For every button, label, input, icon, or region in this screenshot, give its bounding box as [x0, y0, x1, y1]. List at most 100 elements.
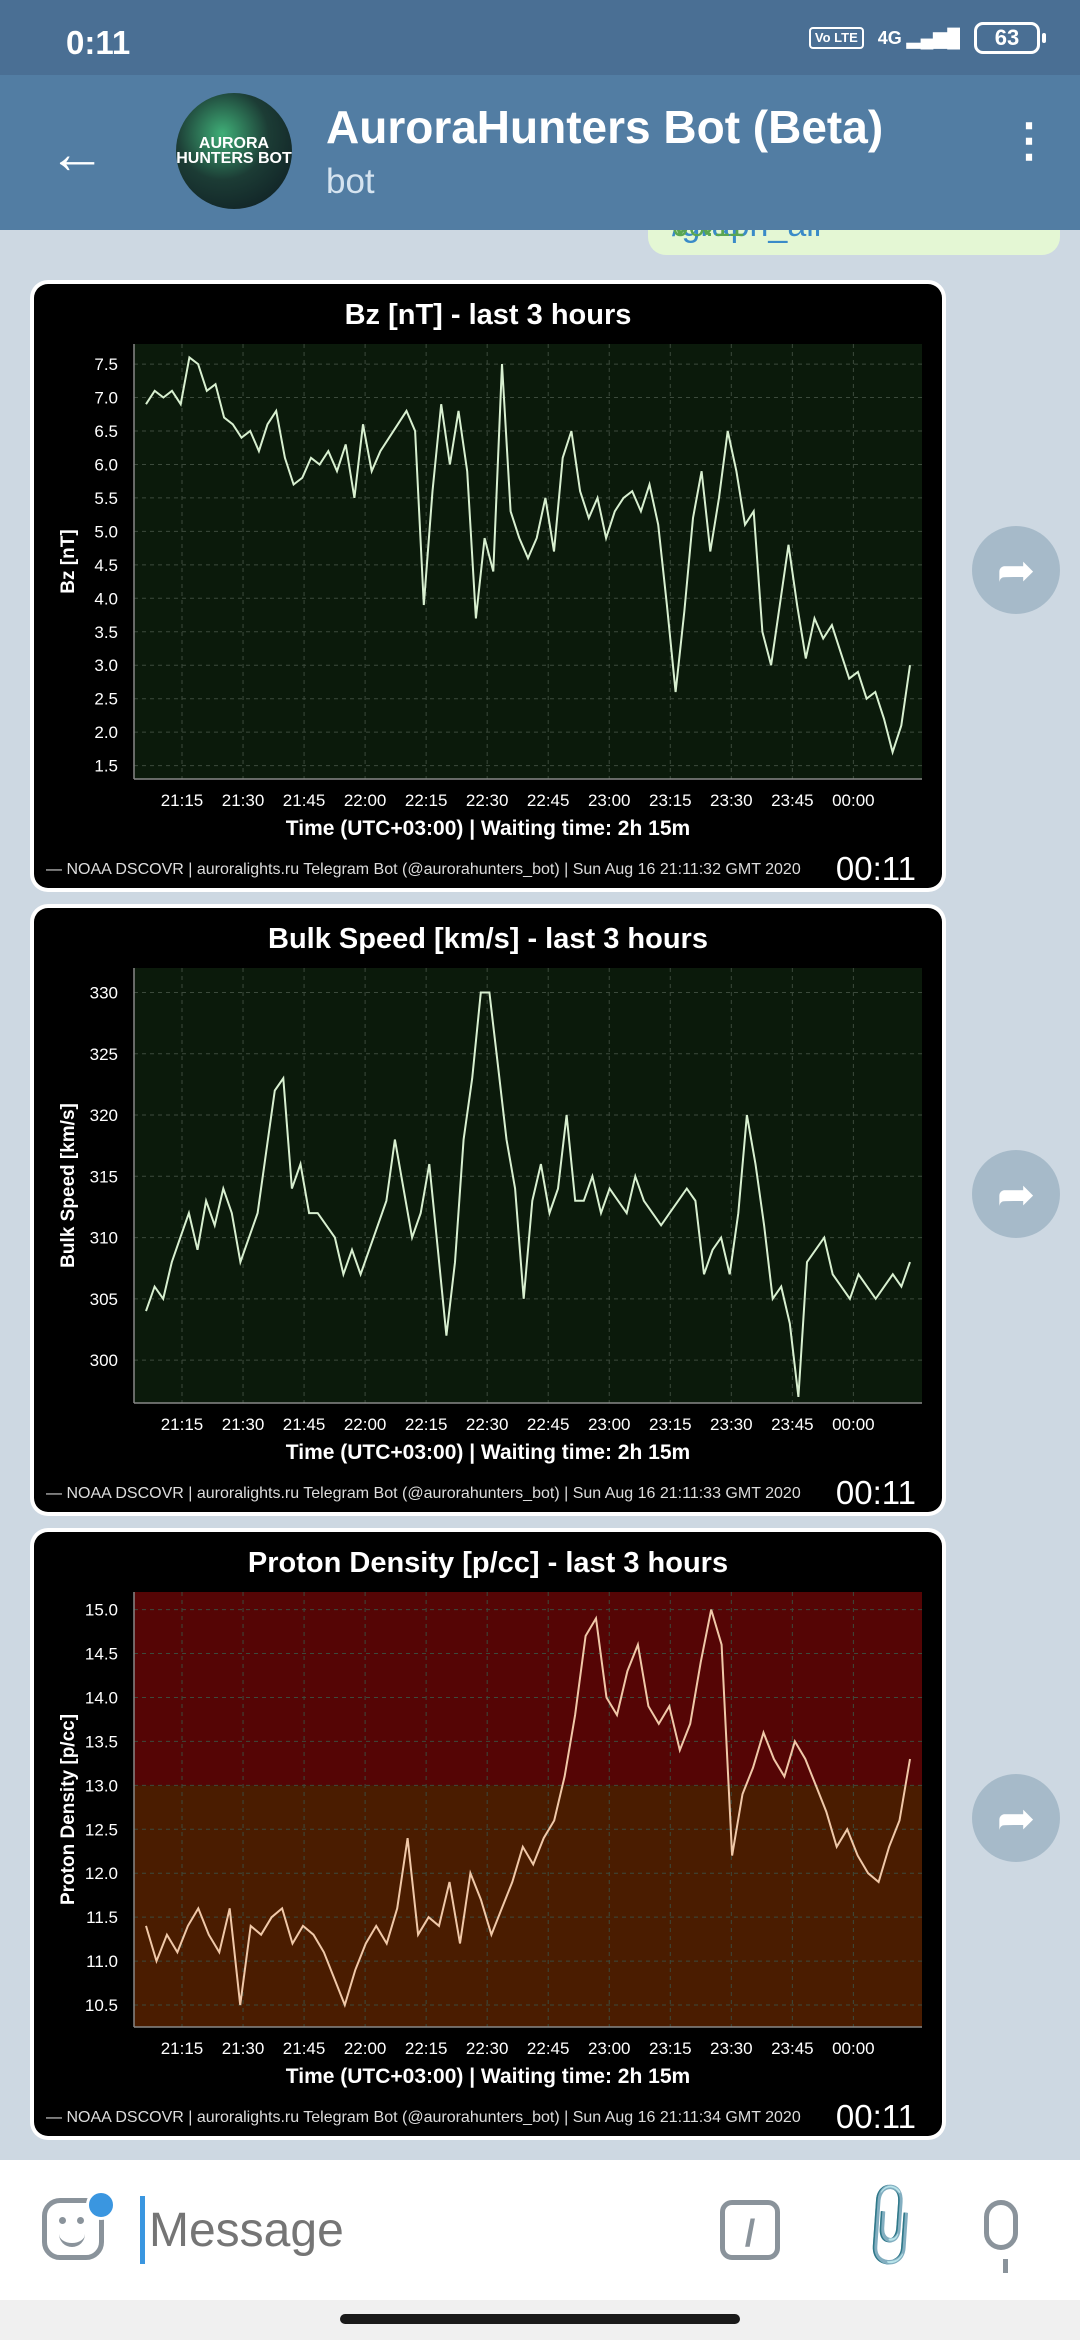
x-tick-label: 22:30: [466, 791, 509, 810]
x-tick-label: 21:45: [283, 2039, 326, 2058]
x-tick-label: 00:00: [832, 1415, 875, 1434]
home-indicator[interactable]: [340, 2314, 740, 2324]
y-axis-label: Bz [nT]: [58, 529, 79, 593]
y-tick-label: 2.5: [94, 690, 118, 709]
message-time: 00:11: [672, 230, 990, 244]
y-tick-label: 13.5: [85, 1732, 118, 1751]
plot-area: [134, 344, 922, 779]
chart-footer: — NOAA DSCOVR | auroralights.ru Telegram…: [46, 2109, 801, 2126]
y-tick-label: 4.0: [94, 589, 118, 608]
share-icon[interactable]: ➦: [972, 1150, 1060, 1238]
status-icons: Vo LTE 4G ▂▄▆█ 63: [808, 22, 1046, 54]
message-time: 00:11: [835, 2098, 916, 2135]
x-tick-label: 23:30: [710, 1415, 753, 1434]
y-tick-label: 320: [90, 1106, 118, 1125]
y-tick-label: 13.0: [85, 1776, 118, 1795]
x-axis-label: Time (UTC+03:00) | Waiting time: 2h 15m: [286, 2065, 690, 2088]
y-tick-label: 11.5: [86, 1908, 118, 1927]
y-tick-label: 12.5: [85, 1820, 118, 1839]
message-time: 00:11: [835, 1474, 916, 1511]
volte-icon: Vo LTE: [808, 27, 864, 49]
chart-message-density[interactable]: Proton Density [p/cc] - last 3 hours 10.5…: [30, 1528, 946, 2140]
y-tick-label: 7.5: [94, 355, 118, 374]
chart-footer: — NOAA DSCOVR | auroralights.ru Telegram…: [46, 1485, 801, 1502]
avatar[interactable]: AURORA HUNTERS BOT: [176, 93, 292, 209]
y-tick-label: 6.5: [94, 422, 118, 441]
y-tick-label: 7.0: [94, 389, 118, 408]
y-tick-label: 12.0: [85, 1864, 118, 1883]
x-tick-label: 23:45: [771, 2039, 814, 2058]
y-tick-label: 330: [90, 984, 118, 1003]
share-icon[interactable]: ➦: [972, 1774, 1060, 1862]
x-tick-label: 21:30: [222, 1415, 265, 1434]
chart-title: Bulk Speed [km/s] - last 3 hours: [268, 923, 708, 955]
chart-title: Proton Density [p/cc] - last 3 hours: [248, 1547, 728, 1579]
x-tick-label: 22:15: [405, 791, 448, 810]
x-tick-label: 23:15: [649, 1415, 692, 1434]
y-tick-label: 300: [90, 1351, 118, 1370]
status-time: 0:11: [66, 24, 131, 61]
chat-subtitle: bot: [326, 162, 375, 201]
x-tick-label: 22:45: [527, 791, 570, 810]
status-bar: 0:11 Vo LTE 4G ▂▄▆█ 63: [0, 0, 1080, 75]
share-icon[interactable]: ➦: [972, 526, 1060, 614]
outgoing-message[interactable]: /graph_all 00:11 ✓✓: [648, 230, 1060, 255]
x-tick-label: 22:00: [344, 1415, 387, 1434]
y-axis-label: Bulk Speed [km/s]: [58, 1103, 79, 1268]
threshold-band: [134, 1785, 922, 2027]
x-tick-label: 22:30: [466, 1415, 509, 1434]
x-axis-label: Time (UTC+03:00) | Waiting time: 2h 15m: [286, 817, 690, 840]
chat-title[interactable]: AuroraHunters Bot (Beta): [326, 101, 884, 153]
double-check-icon: ✓✓: [672, 230, 1040, 246]
y-tick-label: 310: [90, 1229, 118, 1248]
sticker-icon[interactable]: [42, 2198, 104, 2260]
x-tick-label: 23:45: [771, 791, 814, 810]
y-tick-label: 5.5: [94, 489, 118, 508]
y-tick-label: 14.5: [85, 1645, 118, 1664]
data-series-line: [145, 991, 911, 1398]
back-arrow-icon[interactable]: ←: [48, 121, 106, 186]
x-axis-label: Time (UTC+03:00) | Waiting time: 2h 15m: [286, 1441, 690, 1464]
message-time: 00:11: [835, 850, 916, 887]
chart-message-bz[interactable]: Bz [nT] - last 3 hours 1.5 2.0 2.5 3.0 3.5 4.0…: [30, 280, 946, 892]
network-type: 4G: [877, 27, 902, 48]
system-nav-bar: [0, 2300, 1080, 2340]
mic-icon[interactable]: [984, 2200, 1018, 2273]
data-series-line: [145, 1609, 911, 2009]
message-list[interactable]: /graph_all 00:11 ✓✓ Bz [nT] - last 3 hou…: [0, 230, 1080, 2160]
x-tick-label: 21:15: [161, 2039, 204, 2058]
x-tick-label: 21:45: [283, 791, 326, 810]
y-tick-label: 15.0: [85, 1601, 118, 1620]
battery-icon: 63: [974, 22, 1046, 54]
message-text: /graph_all: [672, 230, 821, 245]
y-tick-label: 10.5: [85, 1996, 118, 2015]
y-tick-label: 3.5: [94, 623, 118, 642]
y-tick-label: 1.5: [94, 757, 118, 776]
y-axis-label: Proton Density [p/cc]: [58, 1714, 79, 1905]
plot-area: [134, 968, 922, 1403]
y-tick-label: 2.0: [94, 723, 118, 742]
x-tick-label: 23:45: [771, 1415, 814, 1434]
x-tick-label: 22:45: [527, 1415, 570, 1434]
x-tick-label: 23:15: [649, 2039, 692, 2058]
density-chart: Proton Density [p/cc] - last 3 hours 10.5…: [34, 1532, 942, 2136]
x-tick-label: 22:45: [527, 2039, 570, 2058]
x-tick-label: 21:30: [222, 2039, 265, 2058]
x-tick-label: 00:00: [832, 2039, 875, 2058]
y-tick-label: 5.0: [94, 522, 118, 541]
chat-header: ← AURORA HUNTERS BOT AuroraHunters Bot (…: [0, 75, 1080, 230]
y-tick-label: 4.5: [94, 556, 118, 575]
more-vert-icon[interactable]: ⋮: [1006, 114, 1052, 166]
y-tick-label: 11.0: [86, 1952, 118, 1971]
x-tick-label: 22:00: [344, 791, 387, 810]
x-tick-label: 22:15: [405, 1415, 448, 1434]
attach-icon[interactable]: 📎: [839, 2175, 940, 2276]
x-tick-label: 21:15: [161, 791, 204, 810]
chart-message-speed[interactable]: Bulk Speed [km/s] - last 3 hours 300 305 31…: [30, 904, 946, 1516]
bot-command-icon[interactable]: /: [720, 2200, 780, 2260]
speed-chart: Bulk Speed [km/s] - last 3 hours 300 305 31…: [34, 908, 942, 1512]
x-tick-label: 22:00: [344, 2039, 387, 2058]
y-tick-label: 305: [90, 1290, 118, 1309]
message-input[interactable]: [140, 2196, 691, 2264]
y-tick-label: 3.0: [94, 656, 118, 675]
